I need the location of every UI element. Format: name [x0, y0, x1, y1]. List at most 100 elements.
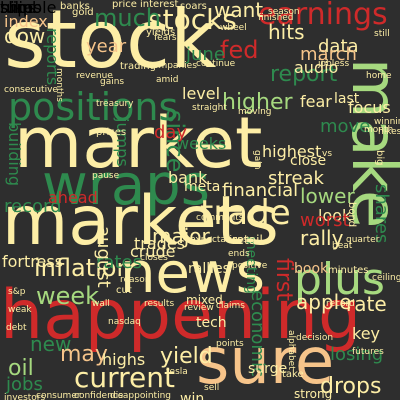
word-small: pause	[92, 171, 120, 181]
word-small: companies	[148, 61, 197, 71]
word-small: soars	[180, 1, 207, 12]
word-small: gains	[100, 77, 125, 87]
word-oil: oil	[8, 356, 34, 381]
word-first: first	[271, 258, 296, 301]
word-lower: lower	[300, 184, 355, 208]
word-small: treasury	[96, 99, 134, 109]
word-rates: rates	[96, 252, 142, 273]
word-last: last	[334, 91, 360, 107]
word-wraps: wraps	[42, 153, 210, 218]
word-highs: highs	[102, 350, 146, 369]
word-small: trading	[120, 61, 156, 72]
word-small: wheel	[220, 23, 247, 33]
word-small: quarter	[346, 235, 380, 245]
word-jumps: jumps	[113, 118, 132, 167]
word-small: ends	[228, 249, 250, 259]
word-close: close	[290, 153, 327, 169]
word-small: decision	[296, 333, 334, 343]
word-small: home	[366, 71, 392, 81]
word-move: move	[320, 116, 371, 137]
word-small: record	[326, 299, 355, 309]
word-news: news	[120, 241, 265, 306]
word-small: minutes	[328, 265, 369, 276]
word-small: consumer	[36, 391, 81, 400]
word-report: report	[270, 62, 338, 87]
word-small: tumble	[0, 0, 57, 17]
word-rallies: rallies	[188, 261, 230, 277]
word-weeks: weeks	[176, 134, 227, 153]
word-rally: rally	[300, 226, 344, 250]
word-small: win	[180, 391, 205, 400]
word-august: august	[93, 226, 114, 288]
word-small: strong	[294, 387, 333, 400]
word-small: yields	[146, 27, 176, 38]
word-ahead: ahead	[48, 188, 98, 207]
word-investors: investors	[4, 393, 46, 400]
word-market: market	[14, 102, 263, 184]
word-small: cut	[116, 285, 132, 296]
word-small: comments	[196, 213, 244, 223]
word-fed: fed	[220, 36, 259, 64]
word-bank: bank	[168, 168, 208, 187]
word-small: closes	[140, 253, 168, 263]
word-small: month	[364, 125, 394, 135]
word-small: results	[144, 299, 175, 309]
word-small: consecutive	[4, 85, 58, 95]
word-highest: highest	[262, 142, 322, 161]
word-small: weak	[8, 305, 32, 315]
word-small: price	[112, 0, 137, 10]
word-surge: surge	[248, 361, 288, 377]
word-building: building	[5, 122, 24, 187]
word-meta: meta	[184, 179, 221, 195]
word-small: still	[374, 29, 390, 39]
word-small: revenue	[76, 71, 113, 81]
word-fear: fear	[300, 92, 332, 111]
word-small: interest	[140, 0, 179, 10]
word-small: s&p	[8, 287, 26, 297]
word-small: bond	[346, 202, 357, 228]
word-plus: plus	[294, 254, 385, 305]
word-inflation: inflation	[34, 254, 132, 282]
word-hits: hits	[268, 20, 305, 44]
word-small: prices	[96, 127, 127, 138]
word-drops: drops	[320, 374, 382, 399]
word-new: new	[30, 332, 72, 356]
word-major: major	[152, 224, 210, 248]
word-book: book	[294, 261, 329, 277]
word-small: sell	[204, 383, 220, 393]
word-sure: sure	[196, 325, 335, 399]
word-small: winning	[374, 117, 400, 127]
word-small: expectations	[190, 235, 248, 245]
word-look: look	[318, 206, 352, 225]
word-small: futures	[352, 347, 384, 357]
word-small: disappointing	[110, 391, 172, 400]
word-yield: yield	[160, 344, 213, 369]
word-small: hikes	[378, 127, 400, 137]
word-may: may	[60, 342, 108, 367]
word-small: season	[268, 7, 300, 17]
word-small: finished	[258, 13, 294, 23]
word-march: march	[300, 44, 357, 65]
word-losing: losing	[330, 344, 384, 365]
word-small: ship	[0, 0, 34, 17]
word-small: moving	[238, 107, 272, 117]
word-small: gold	[72, 7, 94, 18]
word-financial: financial	[222, 180, 299, 201]
word-small: confidence	[74, 391, 124, 400]
word-apple: apple	[296, 290, 352, 314]
word-want: want	[214, 0, 264, 22]
word-small: big	[374, 150, 385, 166]
word-small: gain	[252, 150, 262, 170]
word-markets: markets	[2, 182, 279, 261]
word-rate: rate	[346, 292, 387, 316]
word-happening: happening	[0, 276, 362, 355]
word-streak: streak	[268, 168, 324, 189]
word-year: year	[86, 36, 127, 57]
word-key: key	[352, 324, 381, 343]
word-much: much	[94, 4, 161, 32]
word-earnings: earnings	[258, 0, 388, 32]
word-small: fears	[154, 33, 177, 43]
word-small: beat	[332, 241, 353, 251]
word-stocks: stocks	[148, 3, 237, 36]
